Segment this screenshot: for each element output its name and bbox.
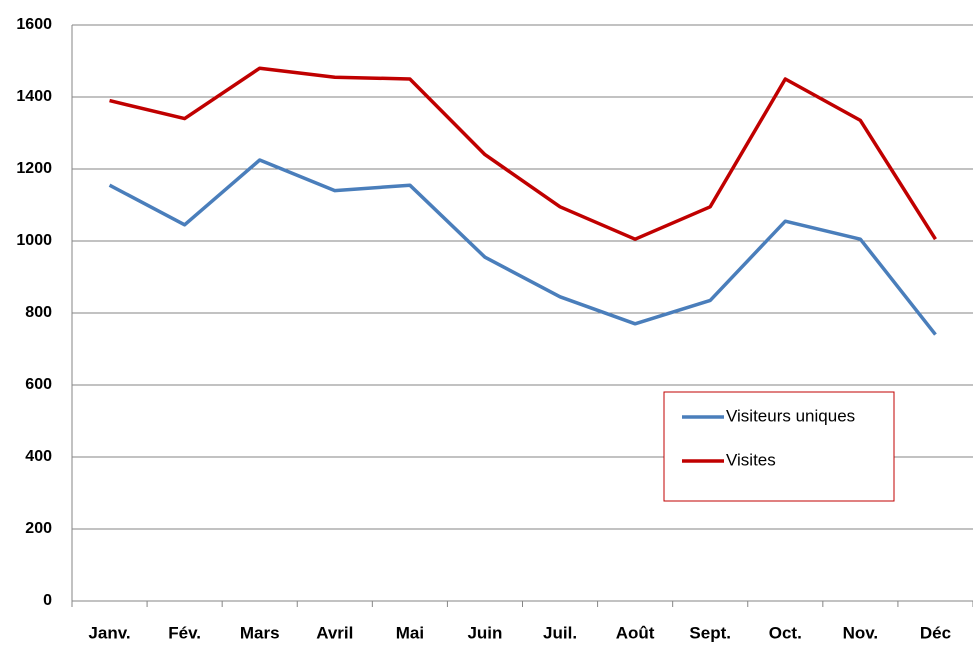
x-tick-label: Avril: [316, 623, 353, 642]
y-tick-label: 1600: [16, 16, 52, 33]
y-tick-label: 400: [25, 448, 52, 465]
legend-box: [663, 391, 895, 502]
y-tick-label: 1000: [16, 232, 52, 249]
x-tick-label: Fév.: [168, 623, 201, 642]
x-tick-label: Juin: [467, 623, 502, 642]
x-tick-label: Juil.: [543, 623, 577, 642]
series-line: [109, 66, 937, 241]
x-tick-label: Oct.: [769, 623, 802, 642]
legend-label: Visiteurs uniques: [726, 406, 855, 425]
x-tick-label: Nov.: [843, 623, 879, 642]
legend-label: Visites: [726, 450, 776, 469]
x-tick-label: Janv.: [88, 623, 130, 642]
y-tick-label: 800: [25, 304, 52, 321]
y-tick-label: 0: [43, 592, 52, 609]
series-line: [108, 158, 937, 336]
y-tick-label: 200: [25, 520, 52, 537]
x-tick-label: Août: [616, 623, 655, 642]
x-tick-label: Mai: [396, 623, 424, 642]
x-tick-label: Sept.: [689, 623, 731, 642]
y-tick-label: 600: [25, 376, 52, 393]
x-tick-label: Mars: [240, 623, 280, 642]
y-tick-label: 1400: [16, 88, 52, 105]
x-tick-label: Déc: [920, 623, 951, 642]
y-tick-label: 1200: [16, 160, 52, 177]
